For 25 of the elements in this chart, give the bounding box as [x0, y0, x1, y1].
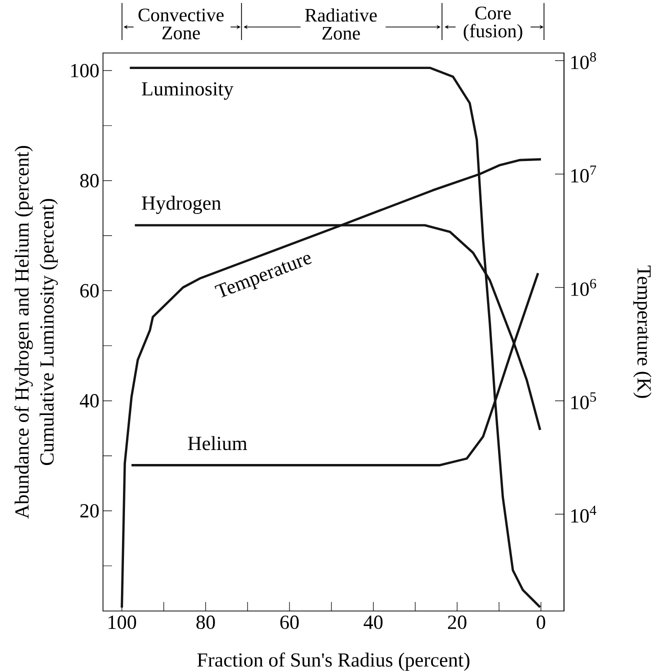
- x-tick-label: 60: [280, 616, 299, 630]
- x-tick-label: 40: [364, 616, 383, 630]
- x-tick-label: 80: [196, 616, 215, 630]
- y-axis-title: Abundance of Hydrogen and Helium (percent) Cumulative Luminosity (percent): [14, 146, 58, 519]
- text: Radiative Zone: [305, 8, 377, 40]
- series-label: Hydrogen: [142, 196, 221, 214]
- y-tick-label: 100: [71, 64, 99, 78]
- y2-tick-label: 10$^{6}$: [571, 278, 596, 296]
- x-tick-label: 100: [108, 616, 136, 630]
- y-tick-label: 20: [80, 504, 99, 518]
- x-tick-label: 20: [448, 616, 466, 630]
- x-tick-label: 0: [536, 616, 546, 630]
- y-tick-label: 60: [80, 284, 99, 298]
- x-axis-title: Fraction of Sun's Radius (percent): [197, 652, 470, 671]
- y2-tick-label: 10$^{7}$: [571, 166, 596, 183]
- y-tick-label: 40: [80, 394, 99, 408]
- y2-axis-title: Temperature (K): [633, 266, 652, 398]
- text: Core (fusion): [464, 6, 522, 42]
- text: Convective Zone: [138, 8, 224, 40]
- series-label: Luminosity: [142, 82, 234, 100]
- y-tick-label: 80: [80, 174, 99, 188]
- y2-tick-label: 10$^{4}$: [571, 506, 596, 523]
- y2-tick-label: 10$^{5}$: [571, 392, 596, 410]
- series-label: Helium: [188, 436, 248, 450]
- y2-tick-label: 10$^{8}$: [571, 52, 596, 70]
